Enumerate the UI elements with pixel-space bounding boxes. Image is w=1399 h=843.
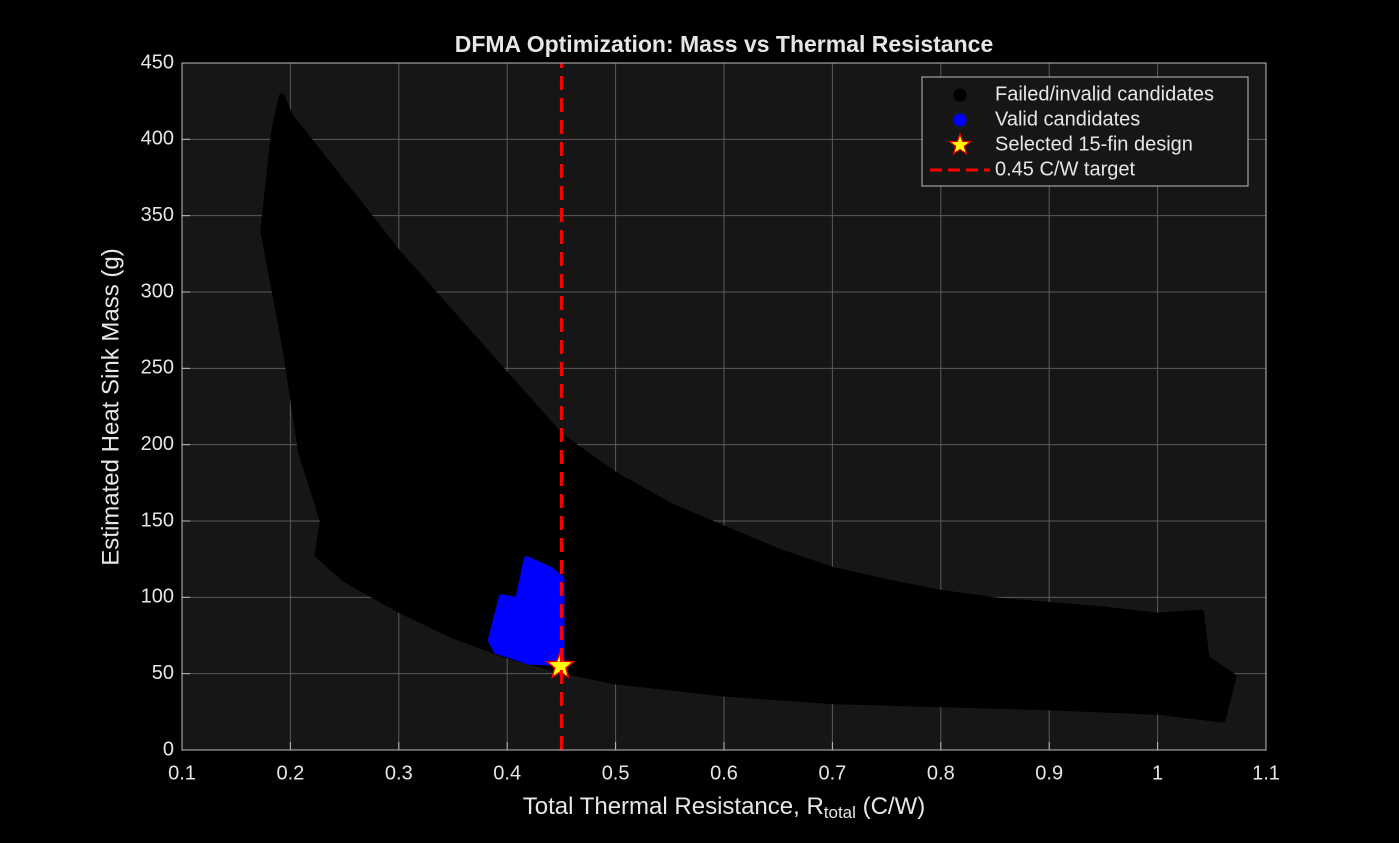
y-tick-label: 100 (141, 586, 174, 608)
plot-frame (181, 62, 1267, 751)
x-tick-label: 0.6 (710, 762, 738, 784)
x-tick-label: 0.9 (1035, 762, 1063, 784)
legend-label: Valid candidates (995, 108, 1140, 130)
legend-label: 0.45 C/W target (995, 158, 1136, 180)
legend-star (947, 132, 973, 156)
y-tick-label: 150 (141, 509, 174, 531)
x-tick-label: 1 (1152, 762, 1163, 784)
x-tick-label: 0.7 (818, 762, 846, 784)
x-tick-label: 0.5 (602, 762, 630, 784)
x-label-sub: total (824, 803, 856, 822)
legend: Failed/invalid candidates Valid candidate… (921, 76, 1249, 187)
legend-box (921, 76, 1249, 187)
x-tick-label: 0.3 (385, 762, 413, 784)
x-tick-label: 0.1 (168, 762, 196, 784)
legend-dot (953, 113, 967, 127)
y-tick-label: 0 (163, 738, 174, 760)
legend-dot (953, 88, 967, 102)
point-cloud (487, 556, 565, 666)
legend-label: Selected 15-fin design (995, 133, 1193, 155)
x-tick-label: 0.8 (927, 762, 955, 784)
y-tick-label: 50 (152, 662, 174, 684)
y-tick-label: 450 (141, 51, 174, 73)
y-axis-label: Estimated Heat Sink Mass (g) (97, 248, 124, 565)
y-tick-label: 200 (141, 433, 174, 455)
y-tick-label: 300 (141, 280, 174, 302)
chart-title: DFMA Optimization: Mass vs Thermal Resis… (455, 31, 994, 57)
point-cloud (260, 93, 1237, 723)
x-tick-label: 0.2 (276, 762, 304, 784)
y-tick-label: 350 (141, 204, 174, 226)
x-label-main: Total Thermal Resistance, R (523, 793, 824, 820)
data (260, 63, 1237, 750)
x-label-tail: (C/W) (856, 793, 925, 820)
y-tick-label: 400 (141, 128, 174, 150)
x-axis-label: Total Thermal Resistance, Rtotal (C/W) (523, 793, 925, 822)
y-tick-label: 250 (141, 357, 174, 379)
x-tick-label: 1.1 (1252, 762, 1280, 784)
legend-label: Failed/invalid candidates (995, 83, 1214, 105)
x-tick-label: 0.4 (493, 762, 521, 784)
